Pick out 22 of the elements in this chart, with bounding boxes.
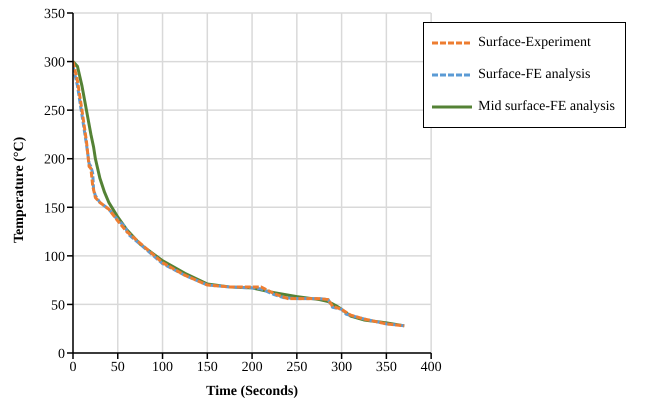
x-tick-label: 250: [286, 360, 308, 375]
y-tick-label: 0: [58, 346, 65, 362]
x-tick-label: 200: [242, 360, 263, 375]
x-tick-label: 50: [110, 360, 125, 375]
x-tick-label: 300: [331, 360, 352, 375]
x-tick-label: 350: [376, 360, 397, 375]
legend-label: Surface-Experiment: [478, 35, 591, 51]
x-tick-label: 100: [152, 360, 174, 375]
y-tick-label: 300: [44, 56, 65, 71]
y-tick-label: 100: [44, 250, 65, 265]
x-tick-label: 150: [196, 360, 218, 375]
y-tick-label: 150: [44, 201, 65, 216]
x-axis-title: Time (Seconds): [206, 384, 298, 399]
legend-label: Mid surface-FE analysis: [478, 99, 615, 115]
y-tick-label: 200: [44, 152, 65, 168]
y-tick-label: 350: [44, 6, 65, 22]
legend-label: Surface-FE analysis: [478, 67, 590, 83]
y-tick-label: 250: [44, 104, 65, 120]
y-tick-label: 50: [51, 298, 65, 314]
x-tick-label: 0: [70, 360, 76, 375]
x-tick-label: 400: [420, 360, 442, 375]
y-axis-title: Temperature (°C): [12, 136, 27, 243]
